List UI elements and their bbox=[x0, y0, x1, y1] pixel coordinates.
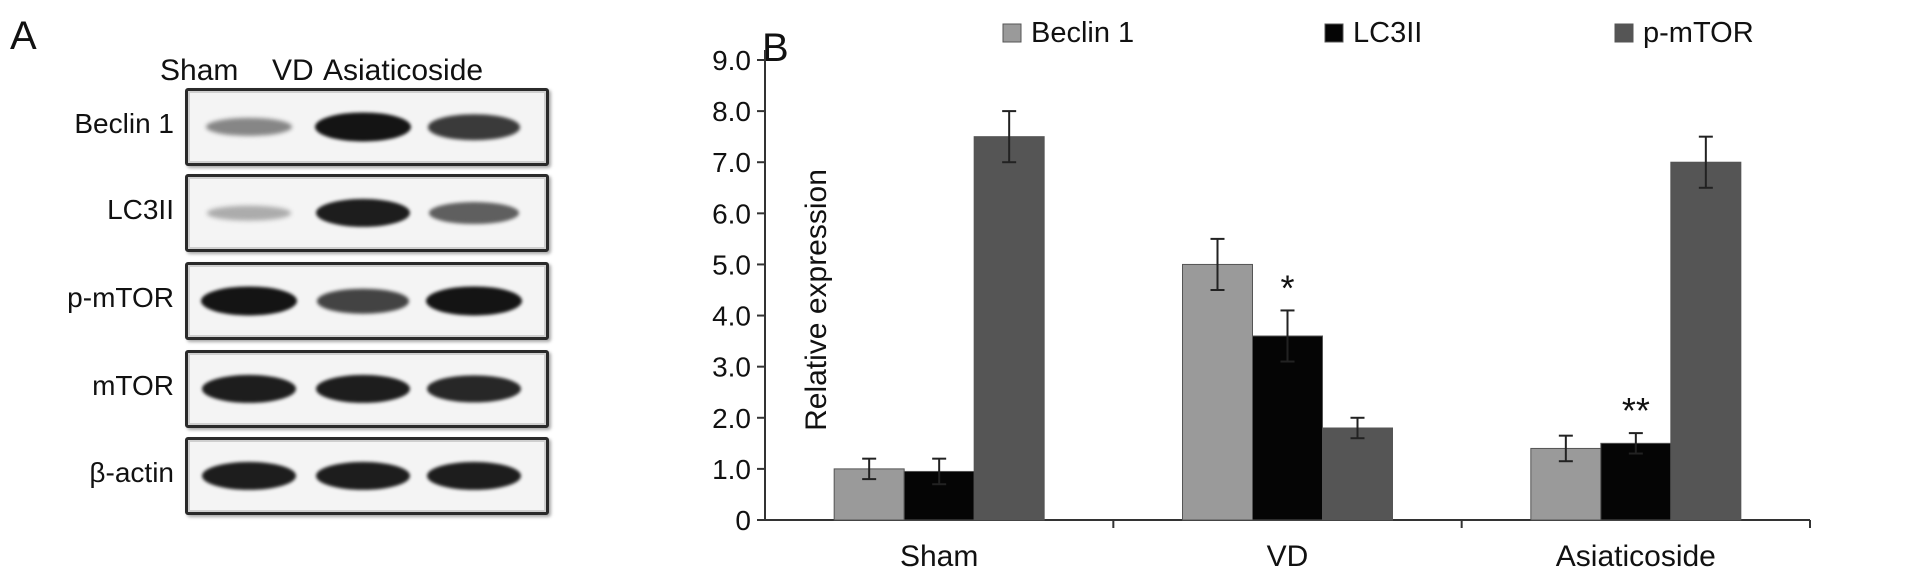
blot-strip bbox=[185, 437, 549, 515]
blot-band bbox=[426, 461, 522, 491]
y-tick-label: 8.0 bbox=[712, 96, 751, 127]
y-tick-label: 4.0 bbox=[712, 301, 751, 332]
y-tick-label: 1.0 bbox=[712, 454, 751, 485]
y-tick-label: 2.0 bbox=[712, 403, 751, 434]
x-tick-label: Sham bbox=[900, 540, 978, 570]
blot-row-label: Beclin 1 bbox=[74, 108, 174, 139]
legend-swatch bbox=[1614, 23, 1634, 43]
blot-strip bbox=[185, 174, 549, 252]
bar bbox=[1600, 442, 1672, 521]
y-tick-label: 9.0 bbox=[712, 45, 751, 76]
blot-band bbox=[201, 374, 297, 404]
blot-band bbox=[426, 286, 522, 316]
blot-band bbox=[429, 202, 519, 224]
blot-band bbox=[205, 117, 293, 137]
blot-column-label-sham: Sham bbox=[160, 54, 239, 87]
bar bbox=[1252, 335, 1323, 521]
y-tick-label: 7.0 bbox=[712, 147, 751, 178]
blot-column-label-asiaticoside: Asiaticoside bbox=[323, 54, 484, 87]
blot-band bbox=[315, 461, 411, 491]
blot-row-label: LC3II bbox=[107, 194, 174, 225]
blot-strip bbox=[185, 262, 549, 340]
significance-marker: ** bbox=[1622, 390, 1650, 431]
blot-band bbox=[427, 114, 521, 140]
blot-column-label-vd: VD bbox=[272, 54, 314, 87]
blot-band bbox=[317, 288, 409, 314]
panel-a-label: A bbox=[10, 14, 37, 58]
x-tick-label: Asiaticoside bbox=[1556, 540, 1716, 570]
blot-row-label: β-actin bbox=[89, 457, 174, 488]
legend-label: Beclin 1 bbox=[1031, 17, 1134, 49]
blot-band bbox=[201, 461, 297, 491]
bar bbox=[1182, 263, 1253, 521]
blot-band bbox=[315, 112, 411, 142]
blot-band bbox=[201, 286, 297, 316]
panel-b-label: B bbox=[762, 26, 789, 70]
blot-strip bbox=[185, 88, 549, 166]
bar bbox=[973, 136, 1045, 521]
blot-row-label: p-mTOR bbox=[67, 282, 174, 313]
bar bbox=[1322, 427, 1393, 521]
blot-band bbox=[427, 375, 521, 403]
blot-band bbox=[315, 374, 411, 404]
legend-label: LC3II bbox=[1353, 17, 1422, 49]
y-tick-label: 3.0 bbox=[712, 352, 751, 383]
bar bbox=[1670, 161, 1742, 521]
y-tick-label: 0 bbox=[735, 505, 751, 536]
significance-marker: * bbox=[1280, 267, 1294, 308]
blot-band bbox=[315, 198, 411, 228]
blot-band bbox=[206, 205, 292, 221]
legend-swatch bbox=[1002, 23, 1022, 43]
blot-strip bbox=[185, 350, 549, 428]
blot-row-label: mTOR bbox=[92, 370, 174, 401]
x-tick-label: VD bbox=[1267, 540, 1309, 570]
legend-label: p-mTOR bbox=[1643, 17, 1754, 49]
y-tick-label: 5.0 bbox=[712, 249, 751, 280]
y-tick-label: 6.0 bbox=[712, 198, 751, 229]
legend-swatch bbox=[1324, 23, 1344, 43]
y-axis-label: Relative expression bbox=[800, 169, 833, 431]
